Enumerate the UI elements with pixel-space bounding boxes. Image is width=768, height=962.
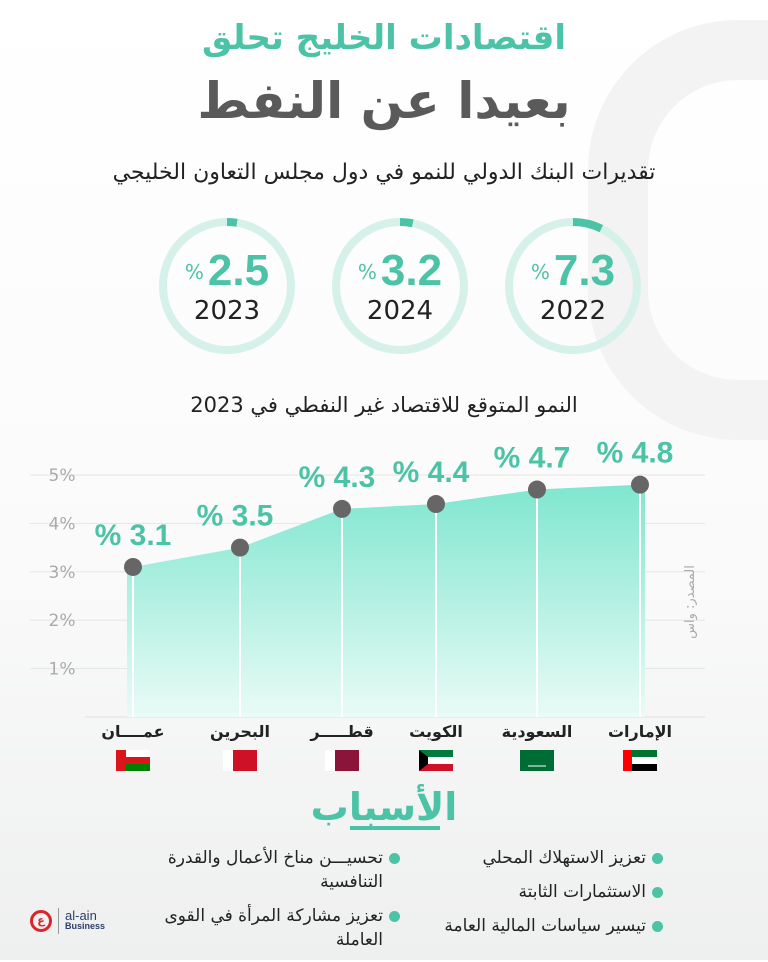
category-label: قطـــــر	[309, 722, 373, 741]
donut-2022: %7.3 2022	[503, 216, 643, 356]
data-label: % 3.5	[197, 500, 274, 533]
flag-kuwait	[419, 757, 453, 764]
data-label: % 3.1	[95, 519, 172, 552]
flag-bahrain	[223, 750, 233, 771]
year-label: 2023	[193, 296, 261, 326]
y-tick-label: 1%	[49, 660, 76, 680]
reasons-underline	[350, 826, 440, 830]
al-ain-logo: ع al-ain Business	[30, 908, 105, 934]
reason-item: تعزيز الاستهلاك المحلي	[403, 846, 663, 870]
subtitle: تقديرات البنك الدولي للنمو في دول مجلس ا…	[112, 160, 656, 185]
flag-uae	[623, 750, 632, 771]
title-line2: بعيدا عن النفط	[197, 72, 571, 130]
donut-progress-arc	[159, 218, 295, 354]
flag-kuwait	[419, 764, 453, 771]
flag-oman	[126, 764, 150, 771]
flag-kuwait	[419, 750, 428, 771]
data-point	[631, 475, 649, 494]
growth-value: 3.2	[380, 246, 443, 295]
bullet-icon	[389, 911, 400, 922]
donut-2024: %3.2 2024	[330, 216, 470, 356]
source-note: المصدر: واس	[683, 565, 698, 639]
area-chart: 1% 2% 3% 4% 5% % 3.1 عمــــان % 3.5 البحرين % 4.3…	[30, 440, 705, 771]
category-label: البحرين	[210, 722, 270, 741]
flag-uae	[623, 757, 657, 764]
data-label: % 4.3	[299, 461, 376, 494]
category-label: عمــــان	[101, 722, 164, 741]
chart-title: النمو المتوقع للاقتصاد غير النفطي في 202…	[190, 393, 578, 417]
data-label: % 4.8	[597, 440, 674, 470]
reasons-title: الأسباب	[310, 785, 458, 829]
data-point	[333, 499, 351, 518]
area-fill	[127, 484, 645, 717]
data-point	[427, 495, 445, 514]
category-label: السعودية	[502, 722, 573, 741]
bullet-icon	[652, 887, 663, 898]
bullet-icon	[389, 853, 400, 864]
data-label: % 4.4	[393, 456, 470, 489]
reason-item: تعزيز مشاركة المرأة في القوى العاملة	[140, 904, 400, 952]
donut-ring	[505, 218, 641, 354]
donut-ring	[159, 218, 295, 354]
data-point	[528, 480, 546, 499]
title-line1: اقتصادات الخليج تحلق	[202, 18, 566, 58]
y-tick-label: 5%	[49, 466, 76, 486]
donut-2023: %2.5 2023	[157, 216, 297, 356]
reasons-left: تحسيـــن مناخ الأعمال والقدرة التنافسية …	[140, 846, 400, 962]
reason-item: الاستثمارات الثابتة	[403, 880, 663, 904]
reason-item: تحسيـــن مناخ الأعمال والقدرة التنافسية	[140, 846, 400, 894]
growth-value: 7.3	[553, 246, 616, 295]
growth-value: 2.5	[207, 246, 270, 295]
logo-mark: ع	[30, 910, 52, 932]
data-label: % 4.7	[494, 442, 571, 475]
year-label: 2022	[539, 296, 607, 326]
donut-progress-arc	[505, 218, 641, 354]
brand-name: al-ain	[65, 908, 97, 923]
percent-sign: %	[530, 260, 550, 284]
data-point	[231, 538, 249, 557]
flag-uae	[623, 764, 657, 771]
y-tick-label: 3%	[49, 563, 76, 583]
flag-qatar	[325, 750, 335, 771]
y-tick-label: 4%	[49, 514, 76, 534]
y-tick-label: 2%	[49, 611, 76, 631]
flag-uae	[623, 750, 657, 757]
brand-sub: Business	[65, 921, 106, 931]
donut-progress-arc	[332, 218, 468, 354]
reason-item: تيسير سياسات المالية العامة	[403, 914, 663, 938]
year-label: 2024	[366, 296, 434, 326]
bullet-icon	[652, 921, 663, 932]
flag-oman	[126, 750, 150, 757]
percent-sign: %	[357, 260, 377, 284]
donut-ring	[332, 218, 468, 354]
flag-saudi-arabia	[520, 750, 554, 771]
bullet-icon	[652, 853, 663, 864]
percent-sign: %	[184, 260, 204, 284]
category-label: الكويت	[409, 722, 463, 741]
category-label: الإمارات	[608, 722, 672, 741]
flag-kuwait	[419, 750, 453, 757]
reasons-right: تعزيز الاستهلاك المحلي الاستثمارات الثاب…	[403, 846, 663, 948]
data-point	[124, 557, 142, 576]
